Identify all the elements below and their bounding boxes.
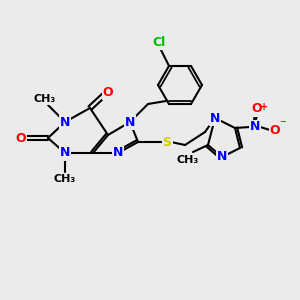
Text: O: O (16, 131, 26, 145)
Text: N: N (210, 112, 220, 124)
Text: N: N (113, 146, 123, 160)
Text: CH₃: CH₃ (54, 174, 76, 184)
Text: N: N (60, 146, 70, 160)
Text: N: N (60, 116, 70, 128)
Text: S: S (163, 136, 172, 148)
Text: Cl: Cl (152, 36, 166, 50)
Text: O: O (252, 103, 262, 116)
Text: N: N (125, 116, 135, 128)
Text: O: O (270, 124, 280, 136)
Text: N: N (217, 151, 227, 164)
Text: O: O (103, 85, 113, 98)
Text: N: N (250, 121, 260, 134)
Text: ⁻: ⁻ (279, 118, 285, 131)
Text: +: + (260, 102, 268, 112)
Text: CH₃: CH₃ (177, 155, 199, 165)
Text: CH₃: CH₃ (34, 94, 56, 104)
